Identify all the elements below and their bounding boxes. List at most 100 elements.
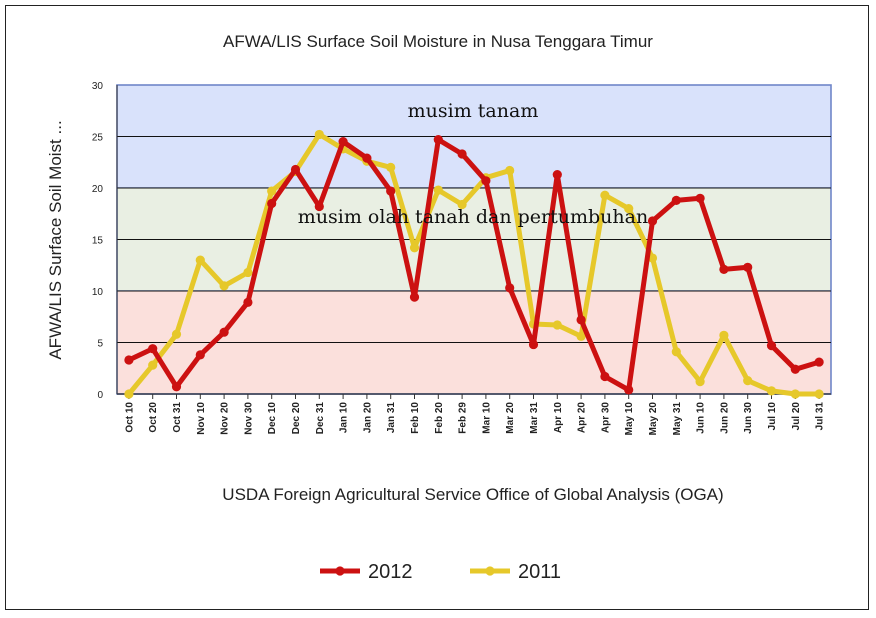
legend-marker-2012 [335,566,345,576]
point-2012 [552,170,562,180]
point-2011 [243,267,253,278]
point-2012 [624,385,634,395]
point-2012 [148,344,158,354]
legend: 2012 2011 [320,561,561,583]
point-2011 [267,186,277,196]
y-tick-label: 0 [97,390,103,401]
legend-label-2012: 2012 [368,561,413,583]
point-2012 [219,327,229,337]
x-tick-label: Nov 30 [243,402,254,435]
x-tick-label: Jun 20 [719,402,730,434]
x-tick-label: May 20 [648,402,659,436]
point-2011 [433,185,443,195]
source-note: USDA Foreign Agricultural Service Office… [222,485,723,504]
x-tick-label: Nov 20 [220,402,231,435]
point-2011 [743,376,753,386]
point-2011 [314,129,324,140]
point-2012 [576,315,586,325]
point-2011 [219,281,229,291]
point-2012 [171,382,182,392]
point-2012 [766,340,777,351]
x-tick-label: Apr 10 [553,402,564,434]
point-2011 [576,331,586,341]
axes: 0 5 10 15 20 25 30 Oct 10 Oct 20 Oct 31 Nov 10 Nov … [92,81,831,435]
point-2011 [148,360,158,370]
x-tick-label: Jun 10 [696,402,707,434]
x-tick-label: May 31 [672,402,683,436]
series-lines [124,129,824,399]
point-2012 [243,297,253,307]
x-tick-label: Mar 31 [529,402,540,434]
point-2011 [552,320,562,330]
point-2011 [814,389,824,399]
point-2012 [409,292,420,302]
point-2012 [267,198,277,209]
point-2011 [766,386,777,396]
point-2011 [671,347,681,357]
x-tick-label: Jan 20 [362,402,373,434]
x-tick-label: Dec 10 [267,402,278,435]
point-2012 [457,149,467,159]
point-2012 [124,355,134,365]
point-2012 [743,262,753,272]
chart-frame [5,5,869,610]
y-axis-label: AFWA/LIS Surface Soil Moist ... [46,120,65,359]
x-tick-label: Jul 31 [815,402,826,431]
x-tick-label: Jan 10 [339,402,350,434]
point-2012 [528,339,539,350]
chart-title: AFWA/LIS Surface Soil Moisture in Nusa T… [223,32,653,51]
x-tick-label: Mar 10 [481,402,492,434]
point-2012 [386,186,396,196]
x-tick-label: Oct 31 [172,402,183,433]
point-2012 [481,176,491,186]
y-tick-label: 15 [92,236,104,247]
point-2012 [338,137,348,147]
x-tick-label: Jul 10 [767,402,778,431]
point-2011 [195,255,205,265]
series-line-2012 [126,137,822,393]
x-tick-label: Feb 29 [458,402,469,434]
point-2012 [433,134,443,145]
y-tick-label: 20 [92,184,104,195]
point-2012 [505,283,515,293]
point-2011 [790,389,800,399]
band-labels: musim tanam musim olah tanah dan pertumbu… [298,100,648,228]
point-2012 [195,350,205,360]
point-2011 [409,243,420,253]
x-tick-label: Jan 31 [386,402,397,434]
x-tick-label: Apr 30 [600,402,611,434]
point-2011 [171,329,182,339]
x-tick-label: Jun 30 [743,402,754,434]
x-tick-label: Feb 20 [434,402,445,434]
x-tick-label: Dec 31 [315,402,326,435]
point-2012 [790,364,800,374]
point-2011 [695,377,705,387]
point-2012 [314,201,324,212]
point-2011 [124,389,134,399]
legend-label-2011: 2011 [518,561,561,583]
point-2011 [457,199,467,210]
point-2012 [647,216,658,226]
point-2012 [719,264,729,274]
point-2011 [386,162,396,172]
legend-marker-2011 [485,566,495,576]
point-2012 [814,357,824,367]
point-2011 [624,204,634,214]
point-2012 [671,195,681,205]
band-label: musim tanam [408,100,539,122]
y-tick-label: 30 [92,81,104,92]
x-tick-label: Oct 20 [148,402,159,433]
y-tick-label: 10 [92,287,104,298]
band-label: musim olah tanah dan pertumbuhan [298,206,648,228]
x-tick-label: Dec 20 [291,402,302,435]
y-tick-label: 5 [97,339,103,350]
x-tick-label: Jul 20 [791,402,802,431]
x-tick-label: Nov 10 [196,402,207,435]
point-2011 [600,190,610,200]
point-2011 [719,330,729,340]
point-2011 [505,165,515,176]
x-tick-label: Feb 10 [410,402,421,434]
point-2012 [290,164,301,175]
y-tick-label: 25 [92,133,104,144]
